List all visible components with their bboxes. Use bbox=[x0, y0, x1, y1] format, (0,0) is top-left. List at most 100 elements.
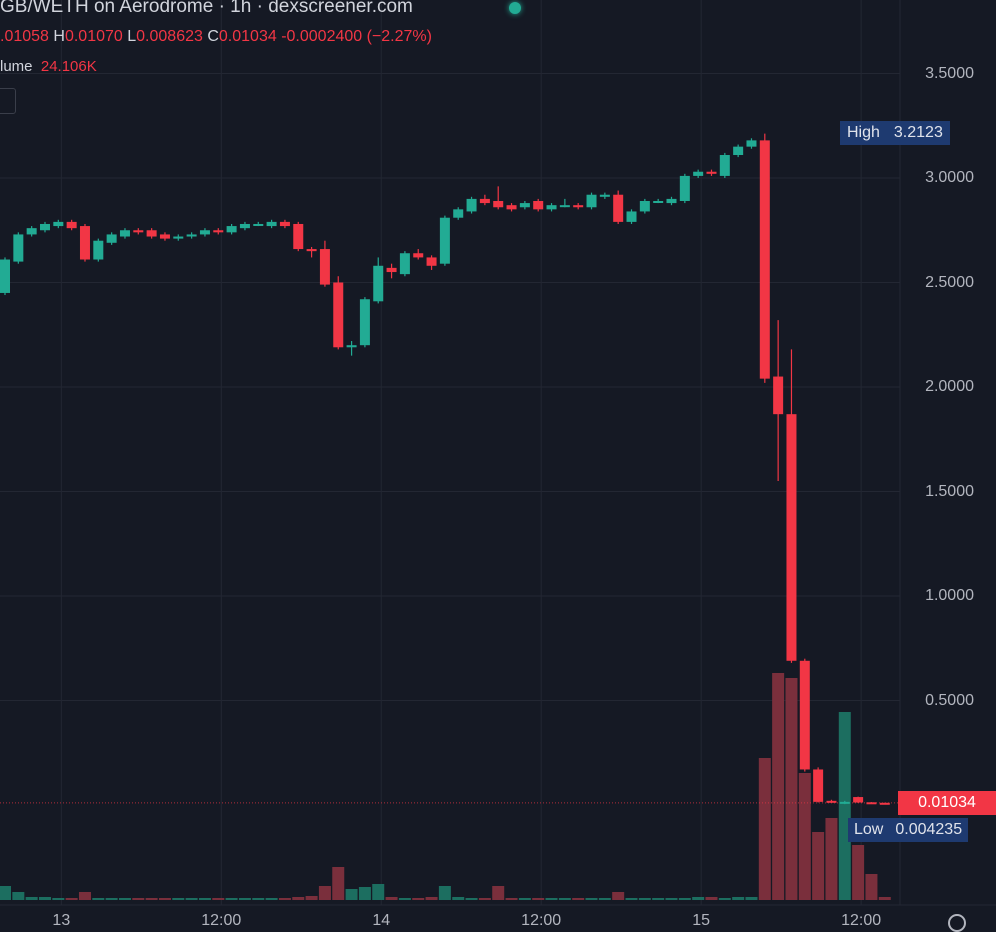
candle-body bbox=[26, 228, 37, 235]
candle-body bbox=[839, 801, 850, 804]
close-value: 0.01034 bbox=[218, 28, 277, 45]
candle-body bbox=[853, 797, 864, 803]
volume-bar bbox=[385, 897, 398, 900]
volume-bar bbox=[865, 874, 878, 900]
settings-gear-icon[interactable] bbox=[948, 914, 966, 932]
candle-body bbox=[813, 769, 824, 802]
close-key: C bbox=[207, 28, 219, 45]
volume-bar bbox=[478, 898, 491, 900]
candle-body bbox=[533, 200, 544, 210]
volume-bar bbox=[878, 897, 891, 900]
candle-body bbox=[359, 299, 370, 346]
high-tag-value: 3.2123 bbox=[893, 124, 943, 141]
volume-legend: lume 24.106K bbox=[0, 58, 97, 75]
volume-bar bbox=[785, 678, 798, 900]
low-key: L bbox=[127, 28, 137, 45]
candle-body bbox=[119, 230, 130, 237]
volume-bar bbox=[238, 898, 251, 900]
price-axis-label: 1.5000 bbox=[925, 482, 974, 500]
volume-bar bbox=[692, 897, 705, 900]
volume-bar bbox=[25, 897, 38, 900]
candle-body bbox=[693, 171, 704, 176]
candle-body bbox=[506, 205, 517, 210]
candle-body bbox=[346, 345, 357, 348]
volume-bar bbox=[358, 887, 371, 900]
low-tag-value: 0.004235 bbox=[895, 821, 963, 838]
volume-bar bbox=[838, 712, 851, 900]
volume-bar bbox=[452, 897, 465, 900]
volume-bar bbox=[172, 898, 185, 900]
volume-bar bbox=[332, 867, 345, 900]
volume-bar bbox=[92, 898, 105, 900]
candle-body bbox=[266, 221, 277, 227]
high-value: 0.01070 bbox=[64, 28, 123, 45]
volume-bar bbox=[305, 896, 318, 900]
volume-bar bbox=[638, 898, 651, 900]
volume-bar bbox=[492, 886, 505, 900]
price-axis-label: 2.5000 bbox=[925, 273, 974, 291]
volume-bar bbox=[825, 818, 838, 900]
low-label: Low bbox=[854, 821, 884, 838]
candle-body bbox=[773, 376, 784, 415]
volume-bar bbox=[52, 898, 65, 900]
volume-bar bbox=[598, 898, 611, 900]
time-axis-label: 12:00 bbox=[201, 912, 242, 929]
last-price-tag: 0.01034 bbox=[898, 791, 996, 815]
candle-body bbox=[159, 234, 170, 239]
low-price-tag: Low 0.004235 bbox=[848, 818, 969, 842]
volume-value: 24.106K bbox=[40, 58, 97, 75]
candle-body bbox=[799, 660, 810, 770]
volume-bar bbox=[438, 886, 451, 900]
candle-body bbox=[93, 240, 104, 260]
volume-bar bbox=[38, 897, 51, 900]
time-axis-label: 15 bbox=[692, 912, 711, 929]
high-label: High bbox=[847, 124, 880, 141]
candle-body bbox=[666, 198, 677, 204]
open-value: .01058 bbox=[0, 28, 49, 45]
candle-body bbox=[399, 253, 410, 275]
time-axis-label: 12:00 bbox=[841, 912, 882, 929]
volume-bar bbox=[145, 898, 158, 900]
high-price-tag: High 3.2123 bbox=[840, 121, 950, 145]
candle-body bbox=[613, 194, 624, 222]
volume-bar bbox=[132, 898, 145, 900]
volume-bar bbox=[625, 898, 638, 900]
candle-body bbox=[653, 200, 664, 203]
collapse-legend-button[interactable] bbox=[0, 88, 16, 114]
candle-body bbox=[746, 140, 757, 147]
candle-body bbox=[466, 198, 477, 212]
candle-body bbox=[306, 249, 317, 252]
candle-body bbox=[573, 205, 584, 208]
volume-bar bbox=[105, 898, 118, 900]
volume-bar bbox=[412, 898, 425, 900]
volume-bar bbox=[252, 898, 265, 900]
candle-body bbox=[453, 209, 464, 218]
candle-body bbox=[626, 211, 637, 222]
candle-body bbox=[79, 226, 90, 260]
volume-bar bbox=[732, 897, 745, 900]
candle-body bbox=[719, 155, 730, 176]
candle-body bbox=[39, 223, 50, 231]
volume-bar bbox=[585, 898, 598, 900]
volume-bar bbox=[572, 898, 585, 900]
candle-body bbox=[173, 236, 184, 239]
low-value: 0.008623 bbox=[136, 28, 203, 45]
candle-body bbox=[133, 230, 144, 233]
candle-body bbox=[679, 175, 690, 201]
volume-bar bbox=[12, 892, 25, 900]
candle-body bbox=[426, 257, 437, 266]
candle-body bbox=[546, 205, 557, 210]
candle-body bbox=[733, 146, 744, 156]
candle-body bbox=[53, 221, 64, 227]
high-key: H bbox=[53, 28, 65, 45]
volume-bar bbox=[612, 892, 625, 900]
candle-body bbox=[479, 198, 490, 204]
candle-body bbox=[439, 217, 450, 264]
candle-body bbox=[226, 226, 237, 233]
price-axis-label: 1.0000 bbox=[925, 587, 974, 604]
volume-bar bbox=[678, 898, 691, 900]
candle-body bbox=[146, 230, 157, 237]
volume-bar bbox=[545, 898, 558, 900]
volume-bar bbox=[425, 897, 438, 900]
